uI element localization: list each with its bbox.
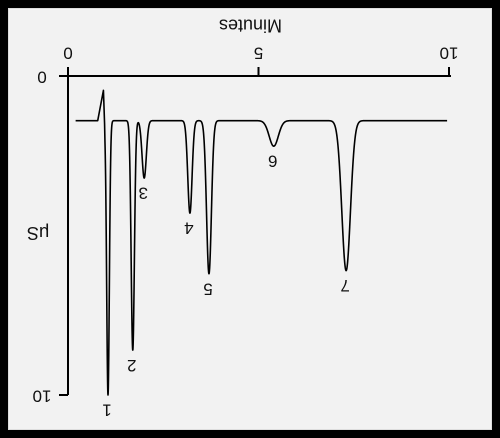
y-tick-label: 10 [33, 387, 52, 406]
chart-frame [8, 8, 492, 430]
labels-group: 0 5 10 0 10 Minutes μS 1 2 3 4 5 6 7 [27, 15, 459, 419]
x-tick-label: 5 [254, 44, 263, 63]
x-axis-label: Minutes [219, 15, 282, 35]
peak-label-3: 3 [138, 184, 147, 203]
peak-label-1: 1 [102, 401, 111, 420]
chromatogram-trace [75, 89, 448, 396]
ticks-group [59, 67, 450, 396]
peak-label-7: 7 [340, 276, 349, 295]
y-tick-label: 0 [37, 68, 46, 87]
peak-label-2: 2 [127, 356, 136, 375]
x-tick-label: 0 [63, 44, 72, 63]
peak-label-4: 4 [184, 219, 193, 238]
x-tick-label: 10 [440, 44, 459, 63]
y-axis-label: μS [27, 223, 49, 243]
peak-label-5: 5 [203, 279, 212, 298]
peak-label-6: 6 [268, 152, 277, 171]
axes-group [62, 68, 451, 395]
